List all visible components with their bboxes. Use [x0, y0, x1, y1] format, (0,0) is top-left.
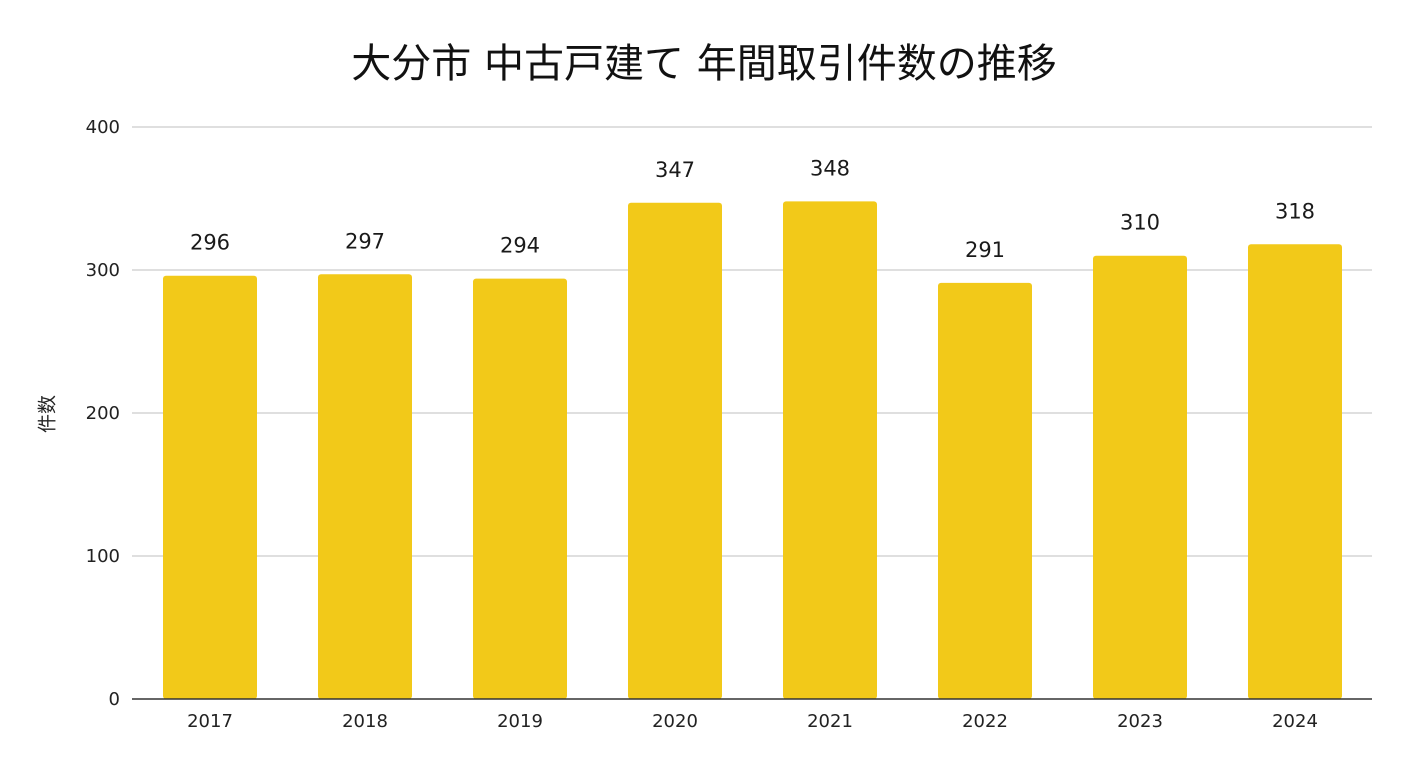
value-label-2020: 347 [655, 158, 695, 182]
x-tick-label-2017: 2017 [187, 711, 233, 732]
value-label-2024: 318 [1275, 199, 1315, 223]
x-tick-label-2023: 2023 [1117, 711, 1163, 732]
bar-2021 [783, 201, 877, 700]
x-tick-label-2022: 2022 [962, 711, 1008, 732]
x-axis-ticks: 2017 2018 2019 2020 2021 2022 2023 2024 [187, 711, 1318, 732]
bar-2022 [938, 282, 1032, 699]
y-tick-label: 0 [109, 689, 120, 710]
x-tick-label-2020: 2020 [652, 711, 698, 732]
y-axis-ticks: 0 100 200 300 400 [86, 117, 120, 710]
value-labels: 296 297 294 347 348 291 310 318 [190, 156, 1315, 262]
bars [163, 201, 1342, 700]
value-label-2018: 297 [345, 229, 385, 253]
x-tick-label-2019: 2019 [497, 711, 543, 732]
bar-2019 [473, 278, 567, 699]
x-tick-label-2018: 2018 [342, 711, 388, 732]
value-label-2021: 348 [810, 156, 850, 180]
y-tick-label: 300 [86, 260, 120, 281]
bar-2020 [628, 202, 722, 700]
value-label-2023: 310 [1120, 211, 1160, 235]
y-tick-label: 200 [86, 403, 120, 424]
bar-2017 [163, 275, 257, 699]
x-tick-label-2021: 2021 [807, 711, 853, 732]
value-label-2017: 296 [190, 231, 230, 255]
bar-2023 [1093, 255, 1187, 699]
value-label-2022: 291 [965, 238, 1005, 262]
y-tick-label: 400 [86, 117, 120, 138]
y-tick-label: 100 [86, 546, 120, 567]
value-label-2019: 294 [500, 234, 540, 258]
chart-title: 大分市 中古戸建て 年間取引件数の推移 [351, 41, 1057, 87]
x-tick-label-2024: 2024 [1272, 711, 1318, 732]
bar-2018 [318, 274, 412, 699]
bar-2024 [1248, 244, 1342, 699]
